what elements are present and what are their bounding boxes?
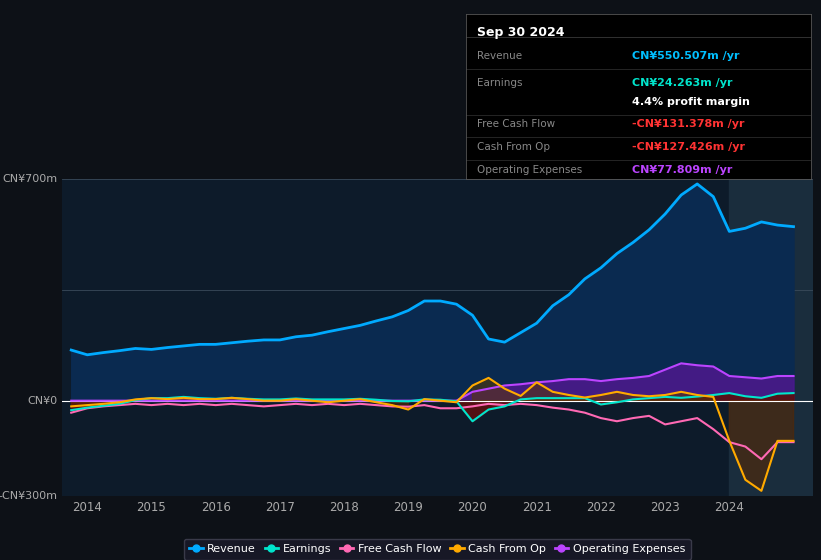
Text: CN¥550.507m /yr: CN¥550.507m /yr bbox=[632, 51, 740, 61]
Bar bbox=[729, 179, 813, 496]
Text: -CN¥131.378m /yr: -CN¥131.378m /yr bbox=[632, 119, 745, 129]
Text: CN¥77.809m /yr: CN¥77.809m /yr bbox=[632, 165, 732, 175]
Text: CN¥700m: CN¥700m bbox=[2, 174, 57, 184]
Text: Cash From Op: Cash From Op bbox=[477, 142, 550, 152]
Text: -CN¥127.426m /yr: -CN¥127.426m /yr bbox=[632, 142, 745, 152]
Text: Earnings: Earnings bbox=[477, 77, 522, 87]
Text: -CN¥300m: -CN¥300m bbox=[0, 491, 57, 501]
Text: CN¥0: CN¥0 bbox=[28, 396, 57, 405]
Text: Sep 30 2024: Sep 30 2024 bbox=[477, 26, 564, 39]
Text: Revenue: Revenue bbox=[477, 51, 522, 61]
Text: CN¥24.263m /yr: CN¥24.263m /yr bbox=[632, 77, 732, 87]
Text: Operating Expenses: Operating Expenses bbox=[477, 165, 582, 175]
Text: Free Cash Flow: Free Cash Flow bbox=[477, 119, 555, 129]
Legend: Revenue, Earnings, Free Cash Flow, Cash From Op, Operating Expenses: Revenue, Earnings, Free Cash Flow, Cash … bbox=[184, 539, 690, 559]
Text: 4.4% profit margin: 4.4% profit margin bbox=[632, 96, 750, 106]
